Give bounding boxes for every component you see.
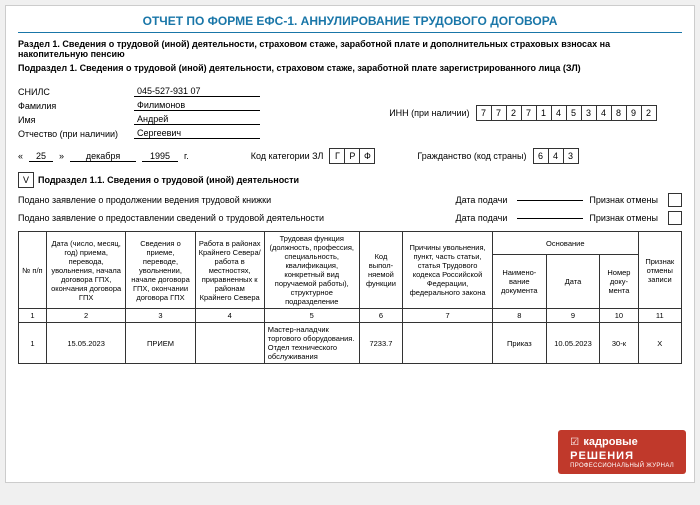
cancel-mark-label-2: Признак отмены xyxy=(589,213,658,223)
cell-reasons xyxy=(403,323,493,364)
th-basis: Основание xyxy=(492,232,638,255)
cell-function: Мастер-наладчик торгового оборудования. … xyxy=(264,323,359,364)
sub11-title: Подраздел 1.1. Сведения о трудовой (иной… xyxy=(38,175,299,185)
lastname-label: Фамилия xyxy=(18,101,128,111)
app1-text: Подано заявление о продолжении ведения т… xyxy=(18,195,450,205)
th-reasons: Причины увольнения, пункт, часть статьи,… xyxy=(403,232,493,309)
inn-digit: 2 xyxy=(506,105,522,121)
inn-boxes: 7 7 2 7 1 4 5 3 4 8 9 2 xyxy=(476,105,657,121)
app2-text: Подано заявление о предоставлении сведен… xyxy=(18,213,450,223)
cell-doc-date: 10.05.2023 xyxy=(546,323,600,364)
col-num: 11 xyxy=(638,309,681,323)
app2-date xyxy=(517,218,583,219)
cell-num: 1 xyxy=(19,323,47,364)
col-num: 1 xyxy=(19,309,47,323)
zl-code-label: Код категории ЗЛ xyxy=(251,151,324,161)
col-num: 4 xyxy=(195,309,264,323)
zl-code-boxes: Г Р Ф xyxy=(329,148,375,164)
inn-digit: 7 xyxy=(476,105,492,121)
date-month: декабря xyxy=(70,151,136,162)
subsection1-title: Подраздел 1. Сведения о трудовой (иной) … xyxy=(18,63,682,73)
th-cancel: Признак отмены записи xyxy=(638,232,681,309)
cell-code: 7233.7 xyxy=(359,323,402,364)
zl-code-char: Ф xyxy=(359,148,375,164)
col-num: 9 xyxy=(546,309,600,323)
th-info: Сведения о приеме, переводе, увольнении,… xyxy=(126,232,195,309)
section1-title: Раздел 1. Сведения о трудовой (иной) дея… xyxy=(18,39,682,59)
inn-digit: 5 xyxy=(566,105,582,121)
cell-doc-name: Приказ xyxy=(492,323,546,364)
inn-digit: 2 xyxy=(641,105,657,121)
firstname-label: Имя xyxy=(18,115,128,125)
patronymic-value: Сергеевич xyxy=(134,128,260,139)
cell-info: ПРИЕМ xyxy=(126,323,195,364)
th-date: Дата (число, месяц, год) приема, перевод… xyxy=(46,232,126,309)
inn-digit: 4 xyxy=(551,105,567,121)
quote-close: » xyxy=(59,151,64,161)
th-doc-name: Наимено-вание документа xyxy=(492,255,546,309)
publisher-badge: ☑ кадровые РЕШЕНИЯ ПРОФЕССИОНАЛЬНЫЙ ЖУРН… xyxy=(558,430,686,474)
app2-cancel-box xyxy=(668,211,682,225)
app1-cancel-box xyxy=(668,193,682,207)
citizenship-boxes: 6 4 3 xyxy=(533,148,579,164)
sub11-check: V xyxy=(18,172,34,188)
firstname-value: Андрей xyxy=(134,114,260,125)
badge-title: кадровые xyxy=(583,436,637,448)
cell-date: 15.05.2023 xyxy=(46,323,126,364)
th-north: Работа в районах Крайнего Севера/ работа… xyxy=(195,232,264,309)
data-table: № п/п Дата (число, месяц, год) приема, п… xyxy=(18,231,682,364)
zl-code-char: Г xyxy=(329,148,345,164)
form-page: ОТЧЕТ ПО ФОРМЕ ЕФС-1. АННУЛИРОВАНИЕ ТРУД… xyxy=(5,5,695,483)
cancel-mark-label: Признак отмены xyxy=(589,195,658,205)
date-day: 25 xyxy=(29,151,53,162)
date-filed-label: Дата подачи xyxy=(456,195,508,205)
cell-cancel: Х xyxy=(638,323,681,364)
inn-digit: 7 xyxy=(491,105,507,121)
lastname-value: Филимонов xyxy=(134,100,260,111)
date-suffix: г. xyxy=(184,151,189,161)
inn-digit: 9 xyxy=(626,105,642,121)
citizenship-label: Гражданство (код страны) xyxy=(417,151,526,161)
col-num: 10 xyxy=(600,309,638,323)
citizenship-digit: 4 xyxy=(548,148,564,164)
th-code: Код выпол-няемой функции xyxy=(359,232,402,309)
badge-tagline: ПРОФЕССИОНАЛЬНЫЙ ЖУРНАЛ xyxy=(570,463,674,470)
inn-digit: 7 xyxy=(521,105,537,121)
report-title: ОТЧЕТ ПО ФОРМЕ ЕФС-1. АННУЛИРОВАНИЕ ТРУД… xyxy=(18,14,682,33)
snils-value: 045-527-931 07 xyxy=(134,86,260,97)
col-num: 7 xyxy=(403,309,493,323)
inn-label: ИНН (при наличии) xyxy=(389,108,469,118)
table-row: 1 15.05.2023 ПРИЕМ Мастер-наладчик торго… xyxy=(19,323,682,364)
th-doc-date: Дата xyxy=(546,255,600,309)
patronymic-label: Отчество (при наличии) xyxy=(18,129,128,139)
check-icon: ☑ xyxy=(570,437,579,449)
col-num: 8 xyxy=(492,309,546,323)
zl-code-char: Р xyxy=(344,148,360,164)
inn-digit: 3 xyxy=(581,105,597,121)
th-num: № п/п xyxy=(19,232,47,309)
inn-digit: 1 xyxy=(536,105,552,121)
quote-open: « xyxy=(18,151,23,161)
th-function: Трудовая функция (должность, профессия, … xyxy=(264,232,359,309)
citizenship-digit: 3 xyxy=(563,148,579,164)
th-doc-num: Номер доку-мента xyxy=(600,255,638,309)
col-num: 2 xyxy=(46,309,126,323)
badge-subtitle: РЕШЕНИЯ xyxy=(570,450,674,463)
app1-date xyxy=(517,200,583,201)
cell-north xyxy=(195,323,264,364)
col-num: 5 xyxy=(264,309,359,323)
citizenship-digit: 6 xyxy=(533,148,549,164)
date-year: 1995 xyxy=(142,151,178,162)
cell-doc-num: 30-к xyxy=(600,323,638,364)
inn-digit: 4 xyxy=(596,105,612,121)
inn-digit: 8 xyxy=(611,105,627,121)
snils-label: СНИЛС xyxy=(18,87,128,97)
col-num: 3 xyxy=(126,309,195,323)
col-num: 6 xyxy=(359,309,402,323)
date-filed-label-2: Дата подачи xyxy=(456,213,508,223)
